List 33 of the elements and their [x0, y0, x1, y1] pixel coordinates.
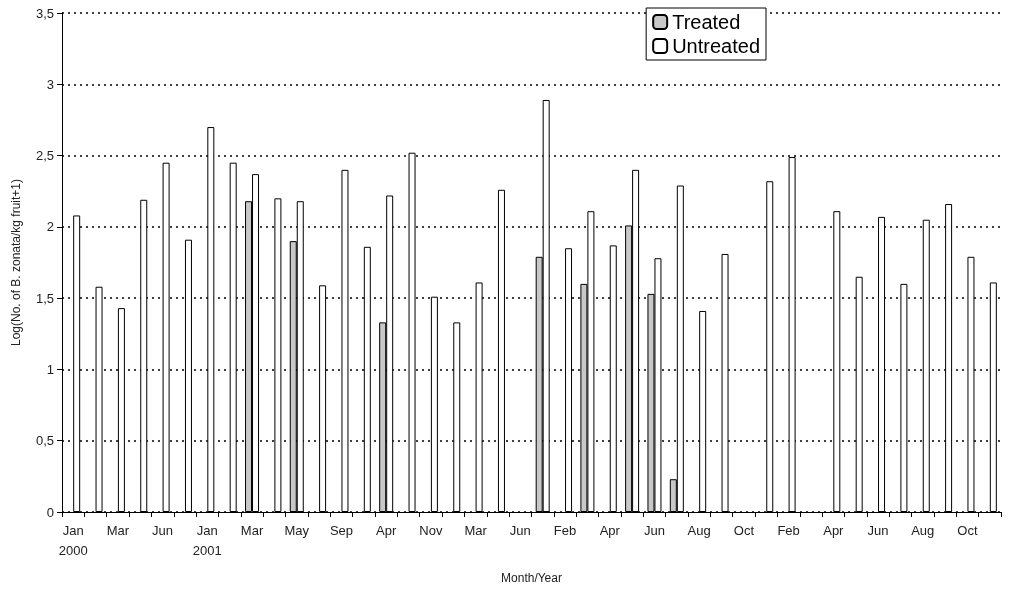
x-tick-label: Jun — [867, 522, 889, 538]
y-tick-label: 2,5 — [35, 148, 54, 164]
x-tick-label: May — [284, 522, 310, 538]
x-tick-label: Jun — [152, 522, 174, 538]
x-tick-label: Jun — [509, 522, 531, 538]
y-tick-label: 1,5 — [35, 290, 54, 306]
y-tick-label: 3,5 — [35, 5, 54, 21]
x-tick-label: Apr — [376, 522, 397, 538]
x-tick-label: Aug — [687, 522, 711, 538]
x-tick-label: Aug — [911, 522, 935, 538]
x-tick-label: Feb — [777, 522, 800, 538]
x-tick-label: Apr — [823, 522, 845, 538]
x-tick-label: Jan 2001 — [192, 522, 222, 558]
y-tick-label: 3 — [46, 76, 54, 92]
x-tick-label: Oct — [957, 522, 978, 538]
legend-label: Treated — [672, 11, 741, 33]
y-tick-label: 1 — [46, 361, 54, 377]
legend-label: Untreated — [672, 35, 761, 57]
x-tick-label: Nov — [419, 522, 443, 538]
x-axis-title: Month/Year — [501, 571, 562, 585]
x-tick-label: Mar — [106, 522, 130, 538]
x-tick-label: Jan 2000 — [58, 522, 88, 558]
x-tick-label: Jun — [643, 522, 665, 538]
y-axis-title: Log(No. of B. zonata/kg fruit+1) — [9, 178, 23, 347]
x-tick-label: Apr — [599, 522, 621, 538]
x-tick-label: Mar — [240, 522, 264, 538]
y-tick-label: 0 — [46, 504, 54, 520]
y-tick-label: 2 — [46, 219, 54, 235]
x-tick-label: Feb — [553, 522, 577, 538]
y-tick-label: 0,5 — [35, 433, 54, 449]
x-tick-label: Sep — [329, 522, 354, 538]
x-tick-label: Mar — [464, 522, 488, 538]
x-tick-label: Oct — [733, 522, 755, 538]
